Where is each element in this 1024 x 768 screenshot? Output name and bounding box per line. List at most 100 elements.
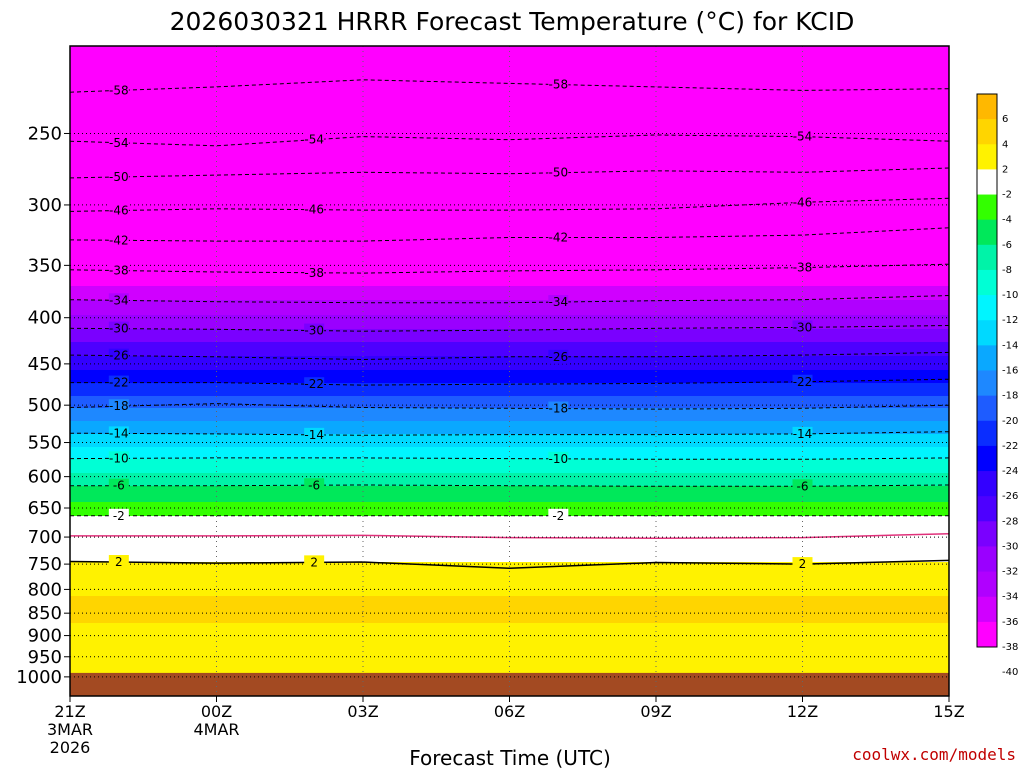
contour-label: -54 [109, 136, 129, 150]
colorbar-label: -18 [1002, 391, 1018, 402]
contour-label-bg [548, 230, 569, 245]
contour-label: -30 [109, 322, 129, 336]
chart-title: 2026030321 HRRR Forecast Temperature (°C… [170, 7, 855, 36]
ground-surface [70, 672, 949, 696]
colorbar-swatch [977, 194, 997, 221]
y-tick-label: 550 [28, 433, 62, 454]
colorbar-swatch [977, 445, 997, 472]
contour-label-bg [108, 508, 129, 523]
contour-label: -14 [304, 428, 324, 442]
x-tick-label: 4MAR [193, 720, 239, 739]
colorbar-swatch [977, 521, 997, 547]
contour-label-bg [792, 479, 813, 494]
contour-label-bg [792, 260, 813, 275]
contour-label: 2 [310, 555, 318, 569]
contour-label-bg [108, 83, 129, 98]
contour-label-bg [108, 169, 129, 184]
colorbar-swatch [977, 596, 997, 623]
x-tick-label: 03Z [347, 702, 378, 721]
contour-label-bg [548, 165, 569, 180]
colorbar-swatch [977, 621, 997, 648]
colorbar-label: -40 [1002, 667, 1018, 678]
x-tick-label: 3MAR [47, 720, 93, 739]
colorbar-frame [976, 93, 998, 648]
y-tick-label: 650 [28, 498, 62, 519]
freezing-line [70, 532, 949, 539]
colorbar-label: -36 [1002, 617, 1018, 628]
x-tick-label: 2026 [50, 738, 91, 757]
contour-label: -58 [109, 83, 129, 97]
contour-label: -30 [793, 320, 813, 334]
contour-label: -10 [109, 451, 129, 465]
contour-label-bg [108, 451, 129, 466]
colorbar-swatch [977, 144, 997, 170]
contour-labels: -58 -58 -54 -54 -54 -50 -50 -46 -46 -46 -42 -42 -38 -… [108, 77, 813, 572]
contour-label-bg [548, 77, 569, 92]
colorbar-swatch [977, 546, 997, 573]
colorbar-label: -12 [1002, 315, 1018, 326]
x-tick-label: 12Z [787, 702, 818, 721]
contour-label: -26 [109, 349, 129, 363]
x-tick-label: 00Z [201, 702, 232, 721]
contour-label-bg [304, 132, 325, 147]
contour-label-bg [108, 293, 129, 308]
contour-label-bg [792, 320, 813, 335]
y-tick-label: 700 [28, 527, 62, 548]
colorbar-label: 6 [1002, 114, 1008, 125]
contour-label-bg [792, 195, 813, 210]
colorbar-swatch [977, 269, 997, 296]
y-tick-label: 1000 [16, 667, 62, 688]
y-tick-label: 900 [28, 626, 62, 647]
colorbar-swatch [977, 420, 997, 447]
y-tick-label: 500 [28, 395, 62, 416]
y-axis: 2503003504004505005506006507007508008509… [16, 123, 70, 688]
x-tick-label: 15Z [933, 702, 964, 721]
contour-label-bg [548, 295, 569, 310]
contour-label: -42 [549, 231, 569, 245]
contour-label: -54 [304, 133, 324, 147]
contour-label: -22 [304, 377, 324, 391]
colorbar: 6 4 2 -2 -4 -6 -8 -10 -12 -14 -16 -18 -20 -22 -24 -26 -2… [976, 93, 1018, 678]
y-tick-label: 600 [28, 467, 62, 488]
credit-link[interactable]: coolwx.com/models [852, 745, 1016, 764]
contour-label-bg [792, 129, 813, 144]
contour-label-bg [548, 508, 569, 523]
colorbar-swatch [977, 345, 997, 371]
contour-label: 2 [799, 557, 807, 571]
colorbar-swatch [977, 571, 997, 598]
contour-label: -38 [304, 266, 324, 280]
colorbar-label: -16 [1002, 366, 1018, 377]
contour-label: -22 [109, 376, 129, 390]
colorbar-label: 2 [1002, 164, 1008, 175]
x-tick-label: 09Z [640, 702, 671, 721]
plot-area: -58 -58 -54 -54 -54 -50 -50 -46 -46 -46 -42 -42 -38 -… [69, 45, 950, 697]
y-tick-label: 800 [28, 579, 62, 600]
contour-label-bg [304, 377, 325, 392]
colorbar-label: -2 [1002, 190, 1012, 201]
colorbar-label: -8 [1002, 265, 1012, 276]
contour-label: -26 [549, 350, 569, 364]
contour-label: -42 [109, 233, 129, 247]
x-tick-label: 06Z [494, 702, 525, 721]
contour-label-bg [108, 426, 129, 441]
colorbar-label: -28 [1002, 516, 1018, 527]
contour-label: -46 [109, 204, 129, 218]
contour-label-bg [108, 399, 129, 414]
contour-label: -30 [304, 324, 324, 338]
y-tick-label: 250 [28, 123, 62, 144]
y-tick-label: 400 [28, 308, 62, 329]
colorbar-label: -20 [1002, 416, 1018, 427]
contour-label: -2 [113, 509, 125, 523]
colorbar-swatch [977, 295, 997, 321]
contour-label: -10 [549, 452, 569, 466]
contour-label-bg [548, 401, 569, 416]
contour-label: -34 [549, 295, 569, 309]
contour-label-bg [108, 233, 129, 248]
contour-label-bg [792, 557, 813, 572]
colorbar-swatch [977, 244, 997, 271]
colorbar-swatch [977, 370, 997, 397]
y-tick-label: 850 [28, 603, 62, 624]
colorbar-swatch [977, 395, 997, 422]
contour-label-bg [304, 427, 325, 442]
